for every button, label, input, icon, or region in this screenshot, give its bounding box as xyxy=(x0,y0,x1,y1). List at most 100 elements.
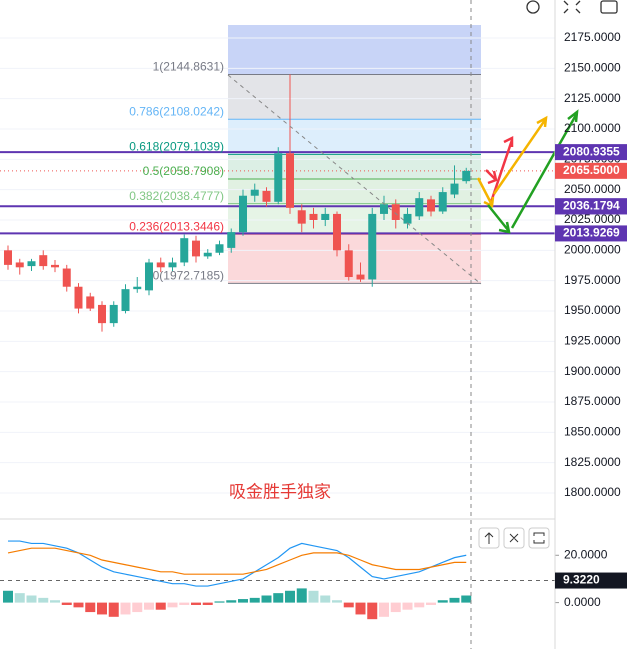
histogram-bar xyxy=(132,602,143,613)
candle-body xyxy=(4,250,12,265)
candle-body xyxy=(180,238,189,263)
candle-body xyxy=(239,195,247,233)
candle-body xyxy=(74,286,83,309)
candle-body xyxy=(27,261,36,267)
fib-zone xyxy=(228,234,481,284)
fib-zone xyxy=(228,74,481,120)
candle-body xyxy=(450,183,459,195)
toolbar xyxy=(526,0,618,14)
candle-body xyxy=(309,213,318,220)
candle-body xyxy=(121,289,130,311)
histogram-bar xyxy=(108,602,119,617)
candle-body xyxy=(203,252,212,257)
histogram-bar xyxy=(38,597,49,603)
histogram-bar xyxy=(155,602,166,610)
price-tag-label: 2013.9269 xyxy=(563,226,620,240)
candle-body xyxy=(86,296,95,309)
trend-line xyxy=(227,74,482,285)
histogram-bar xyxy=(355,602,366,615)
candle-body xyxy=(227,232,236,248)
fib-label: 1(2144.8631) xyxy=(153,60,224,74)
watermark: 吸金胜手独家 xyxy=(229,482,331,501)
candle-body xyxy=(333,213,341,251)
histogram-bar xyxy=(191,602,201,605)
histogram-bar xyxy=(120,602,131,615)
indicator-line xyxy=(7,547,467,575)
price-tag-label: 2065.5000 xyxy=(563,163,620,177)
histogram-bar xyxy=(214,601,225,603)
histogram-bar xyxy=(273,593,284,603)
candle-body xyxy=(403,213,412,224)
fib-zone xyxy=(228,154,481,179)
candle-body xyxy=(462,170,471,182)
histogram-bar xyxy=(179,602,190,605)
histogram-bar xyxy=(50,600,60,603)
histogram-bar xyxy=(61,602,72,605)
histogram-bar xyxy=(144,602,154,610)
histogram-bar xyxy=(26,595,37,603)
arrows xyxy=(476,109,579,234)
candle-body xyxy=(415,198,424,217)
y-tick-label: 2050.0000 xyxy=(564,182,621,196)
histogram-bar xyxy=(437,600,448,603)
y-tick-label: 2175.0000 xyxy=(564,30,621,44)
y-tick-label: 1875.0000 xyxy=(564,394,621,408)
histogram-bar xyxy=(308,590,319,603)
indicator-marker-label: 9.3220 xyxy=(563,573,600,587)
fib-label: 0.236(2013.3446) xyxy=(129,219,224,233)
y-tick-label: 2150.0000 xyxy=(564,60,621,74)
candle-body xyxy=(380,204,388,214)
candle-body xyxy=(168,262,177,268)
y-tick-label: 2000.0000 xyxy=(564,242,621,256)
y-tick-label: 1950.0000 xyxy=(564,303,621,317)
candle-body xyxy=(356,274,365,280)
histogram-bar xyxy=(261,595,272,603)
pane-buttons xyxy=(478,527,550,549)
price-tag-label: 2080.9355 xyxy=(563,144,620,158)
histogram-bar xyxy=(97,602,107,615)
histogram-bar xyxy=(414,602,425,608)
candle-body xyxy=(98,304,106,324)
fullscreen-icon[interactable] xyxy=(563,0,581,14)
candle-body xyxy=(215,244,224,253)
histogram-bar xyxy=(367,602,378,620)
snapshot-icon[interactable] xyxy=(600,0,618,14)
price-tag xyxy=(555,144,627,161)
histogram-bar xyxy=(14,593,25,603)
fib-label: 0.5(2058.7908) xyxy=(143,164,224,178)
histogram-bar xyxy=(426,602,436,605)
candle-body xyxy=(427,199,435,212)
histogram-bar xyxy=(320,595,331,603)
histogram-bar xyxy=(85,602,96,613)
price-tag xyxy=(555,198,627,215)
histogram-bar xyxy=(379,602,389,617)
maximize-button[interactable] xyxy=(528,527,550,549)
settings-icon[interactable] xyxy=(526,0,540,14)
y-tick-label: 2025.0000 xyxy=(564,212,621,226)
indicator-tick-label: 20.0000 xyxy=(564,547,608,561)
candle-body xyxy=(438,192,447,212)
candle-body xyxy=(262,190,271,202)
y-tick-label: 2100.0000 xyxy=(564,121,621,135)
price-tag xyxy=(555,225,627,242)
candle-body xyxy=(286,153,294,208)
candle-body xyxy=(250,189,259,196)
indicator-tick-label: 0.0000 xyxy=(564,595,601,609)
histogram-bar xyxy=(461,595,472,603)
range-box xyxy=(228,25,481,75)
candle-body xyxy=(62,268,71,287)
price-tag-label: 2036.1794 xyxy=(563,199,620,213)
candle-body xyxy=(297,210,306,224)
histogram-bar xyxy=(202,602,213,605)
fib-label: 0.618(2079.1039) xyxy=(129,140,224,154)
fib-zone xyxy=(228,119,481,155)
candle-body xyxy=(274,153,283,202)
candle-body xyxy=(109,304,118,324)
histogram-bar xyxy=(402,602,413,610)
y-tick-label: 2125.0000 xyxy=(564,91,621,105)
candle-body xyxy=(15,262,24,268)
histogram-bar xyxy=(249,597,260,603)
indicator-marker-tag xyxy=(555,572,627,589)
y-tick-label: 1925.0000 xyxy=(564,334,621,348)
